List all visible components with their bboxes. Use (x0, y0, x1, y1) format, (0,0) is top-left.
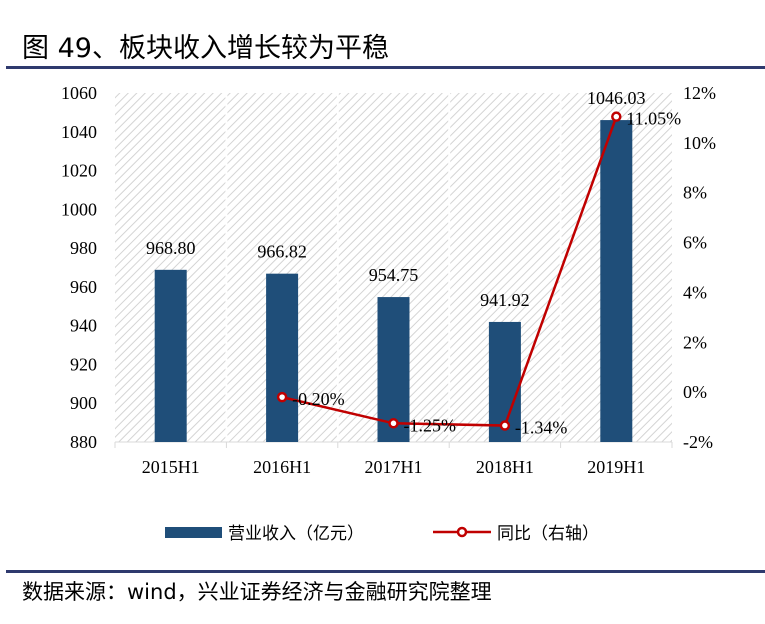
line-data-label: -1.25% (404, 415, 457, 435)
source-rule (6, 570, 765, 573)
x-tick-label: 2018H1 (476, 457, 534, 477)
line-point (276, 391, 288, 403)
line-series (281, 116, 618, 427)
y2-tick-label: 6% (683, 233, 707, 253)
y-tick-label: 1020 (61, 161, 97, 181)
bar-data-label: 966.82 (257, 242, 307, 262)
bar (154, 269, 187, 442)
y2-tick-label: 8% (683, 183, 707, 203)
y2-tick-label: 12% (683, 83, 716, 103)
x-tick-label: 2016H1 (253, 457, 311, 477)
y2-tick-label: 2% (683, 332, 707, 352)
y2-tick-label: -2% (683, 432, 713, 452)
bar (266, 273, 299, 442)
bar-data-label: 954.75 (369, 265, 419, 285)
y2-tick-label: 4% (683, 282, 707, 302)
y2-tick-label: 0% (683, 382, 707, 402)
x-tick-label: 2015H1 (142, 457, 200, 477)
y2-tick-label: 10% (683, 133, 716, 153)
legend-bar-swatch (165, 527, 222, 538)
line-data-label: 11.05% (626, 109, 681, 129)
y-tick-label: 880 (70, 432, 97, 452)
x-tick-label: 2019H1 (587, 457, 645, 477)
legend-line-label: 同比（右轴） (497, 524, 599, 543)
y-tick-label: 940 (70, 316, 97, 336)
y-tick-label: 980 (70, 238, 97, 258)
y-tick-label: 920 (70, 354, 97, 374)
bar (600, 120, 633, 443)
line-point (611, 111, 622, 122)
y-tick-label: 960 (70, 277, 97, 297)
line-data-label: -0.20% (292, 389, 345, 409)
line-point (388, 418, 399, 429)
bar-data-label: 1046.03 (587, 88, 646, 108)
line-data-label: -1.34% (515, 418, 568, 438)
legend-line-marker (456, 526, 468, 538)
x-tick-label: 2017H1 (365, 457, 423, 477)
y-tick-label: 900 (70, 393, 97, 413)
legend-bar-label: 营业收入（亿元） (228, 524, 364, 543)
line-point (499, 420, 511, 431)
bar-data-label: 941.92 (480, 290, 530, 310)
source-note: 数据来源：wind，兴业证券经济与金融研究院整理 (22, 580, 492, 604)
bar (377, 297, 410, 442)
y-tick-label: 1040 (61, 122, 97, 142)
y-tick-label: 1060 (61, 83, 97, 103)
title-rule (6, 66, 765, 69)
y-tick-label: 1000 (61, 199, 97, 219)
bar-data-label: 968.80 (146, 238, 196, 258)
figure-title: 图 49、板块收入增长较为平稳 (22, 33, 389, 64)
